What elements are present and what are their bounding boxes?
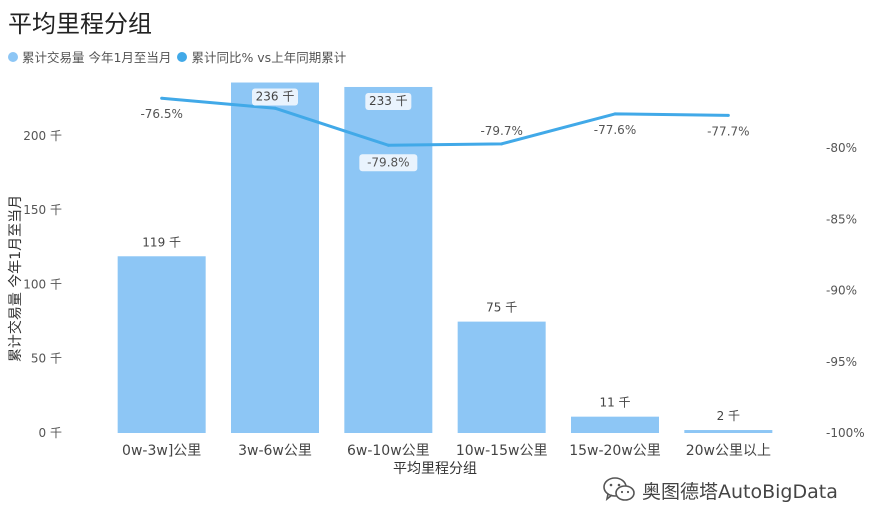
line-label-3: -79.7% (480, 124, 522, 138)
bar-label-0: 119 千 (142, 235, 181, 249)
y-tick-label-0: 0 千 (39, 426, 62, 440)
legend-dot-volume (8, 51, 18, 62)
line-label-5: -77.7% (707, 124, 749, 138)
x-tick-label-0: 0w-3w]公里 (122, 443, 201, 459)
line-point-4 (613, 112, 617, 116)
x-tick-label-1: 3w-6w公里 (238, 443, 312, 459)
y-tick-label-1: 50 千 (31, 352, 62, 366)
line-point-5 (726, 113, 730, 117)
x-tick-label-3: 10w-15w公里 (456, 443, 548, 459)
y2-tick-label-1: -85% (826, 212, 857, 226)
legend: 累计交易量 今年1月至当月 累计同比% vs上年同期累计 (8, 47, 352, 66)
y2-tick-label-2: -90% (826, 284, 857, 298)
y-tick-label-4: 200 千 (23, 129, 62, 143)
legend-label-volume: 累计交易量 今年1月至当月 (22, 50, 172, 65)
bar-label-1: 236 千 (256, 90, 295, 104)
line-label-4: -77.6% (594, 123, 636, 137)
bar-label-4: 11 千 (599, 396, 630, 410)
line-point-3 (500, 142, 504, 146)
bar-4 (571, 416, 659, 433)
legend-dot-yoy (177, 51, 188, 62)
line-label-0: -76.5% (140, 107, 182, 121)
legend-item-yoy[interactable]: 累计同比% vs上年同期累计 (177, 47, 346, 66)
bar-label-bg-1 (252, 88, 298, 106)
x-tick-label-2: 6w-10w公里 (347, 443, 430, 459)
line-point-0 (160, 96, 164, 100)
line-point-1 (273, 106, 277, 110)
bar-5 (684, 430, 773, 433)
bar-label-5: 2 千 (717, 409, 740, 423)
x-tick-label-5: 20w公里以上 (686, 443, 771, 459)
y-tick-label-3: 150 千 (23, 203, 62, 217)
bar-3 (457, 321, 546, 433)
bar-label-bg-2 (365, 92, 412, 110)
legend-label-yoy: 累计同比% vs上年同期累计 (191, 50, 347, 65)
bar-2 (344, 86, 433, 433)
x-tick-label-4: 15w-20w公里 (569, 443, 661, 459)
chart-title: 平均里程分组 (8, 10, 152, 38)
bar-0 (117, 256, 206, 433)
line-label-2: -79.8% (367, 155, 409, 169)
watermark-text: 奥图德塔AutoBigData (642, 480, 838, 503)
bar-label-2: 233 千 (369, 94, 408, 108)
bar-1 (231, 82, 319, 433)
line-point-2 (386, 143, 390, 147)
y2-tick-label-3: -95% (826, 355, 857, 369)
y2-tick-label-4: -100% (826, 426, 865, 440)
line-label-bg-2 (359, 154, 418, 172)
y2-tick-label-0: -80% (826, 141, 857, 155)
line-series-yoy (161, 96, 729, 147)
wechat-icon (603, 477, 635, 501)
bar-label-3: 75 千 (486, 301, 517, 315)
x-axis-title: 平均里程分组 (393, 461, 477, 477)
y-tick-label-2: 100 千 (23, 277, 62, 291)
y-axis-title: 累计交易量 今年1月至当月 (7, 195, 24, 362)
watermark: 奥图德塔AutoBigData (602, 476, 838, 504)
legend-item-volume[interactable]: 累计交易量 今年1月至当月 (8, 47, 171, 66)
